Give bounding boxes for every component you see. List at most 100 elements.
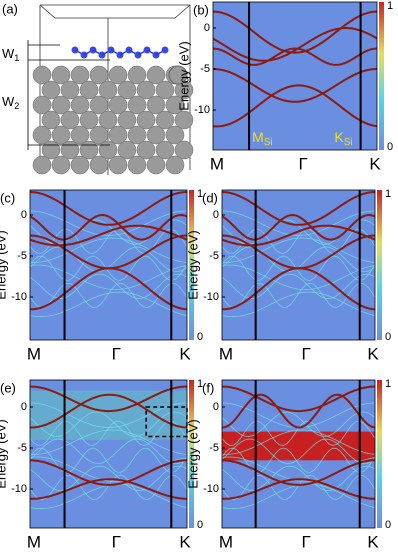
substrate-atom [51, 125, 71, 145]
substrate-atom [41, 110, 61, 130]
band [30, 459, 187, 486]
substrate-atom [51, 155, 71, 175]
minor-band [222, 447, 375, 474]
colorbar-tick: 1 [385, 378, 391, 390]
minor-band [30, 255, 187, 282]
substrate-atom [89, 125, 109, 145]
band [30, 393, 187, 429]
adatom [161, 46, 169, 54]
panel-label: (b) [193, 2, 209, 17]
y-tick-label: 0 [204, 22, 210, 34]
substrate-atom [89, 65, 109, 85]
colorbar-tick: 1 [385, 188, 391, 200]
plot-frame [29, 189, 188, 341]
minor-band [30, 465, 187, 492]
panel-label: (e) [0, 380, 16, 395]
k-label-sub: Si [264, 137, 273, 148]
substrate-atom [98, 80, 118, 100]
k-label-sub: Si [344, 137, 353, 148]
x-label: K [179, 532, 191, 551]
colorbar-tick: 1 [197, 188, 203, 200]
plot-frame [221, 189, 376, 341]
substrate-atom [79, 140, 99, 160]
substrate-atom [89, 95, 109, 115]
substrate-atom [60, 140, 80, 160]
x-label: Γ [301, 344, 310, 363]
substrate-atom [98, 110, 118, 130]
band [30, 213, 187, 241]
x-label: M [27, 532, 41, 551]
plot-background [213, 2, 377, 150]
substrate-atom [136, 80, 156, 100]
band [222, 267, 375, 311]
k-label: MSi [252, 129, 272, 148]
bands [213, 10, 377, 128]
y-tick-label: -5 [209, 250, 219, 262]
minor-band [30, 273, 187, 300]
band [30, 267, 187, 311]
substrate-atom [146, 95, 166, 115]
y-tick-label: 0 [21, 401, 27, 413]
band [213, 47, 377, 66]
substrate-atom [70, 95, 90, 115]
band [213, 68, 377, 103]
substrate-atom [127, 155, 147, 175]
substrate-atom [117, 80, 137, 100]
substrate-atom [174, 110, 194, 130]
band [30, 224, 187, 247]
colorbar [189, 380, 194, 528]
colorbar-tick: 1 [197, 378, 203, 390]
x-label: M [210, 154, 224, 173]
band [213, 27, 377, 62]
substrate-atom [127, 125, 147, 145]
y-tick-label: 0 [213, 209, 219, 221]
y-tick-label: -5 [200, 63, 210, 75]
band [222, 385, 375, 413]
band [213, 84, 377, 128]
colorbar [189, 190, 194, 340]
substrate-atom [60, 110, 80, 130]
plot-frame [212, 1, 378, 151]
y-axis-label: Energy (eV) [185, 230, 200, 299]
bands [222, 191, 375, 318]
minor-band [30, 228, 187, 254]
substrate-atom [174, 140, 194, 160]
x-label: K [179, 344, 191, 363]
substrate-atom [79, 80, 99, 100]
band [222, 191, 375, 226]
substrate-atom [70, 65, 90, 85]
k-label-main: M [252, 129, 264, 145]
x-label: Γ [301, 532, 310, 551]
substrate-atom [136, 140, 156, 160]
w2-label: W2 [2, 94, 19, 111]
w2-label-main: W [2, 94, 15, 109]
colorbar-tick: 1 [387, 0, 393, 12]
x-label: K [367, 532, 379, 551]
x-label: M [219, 532, 233, 551]
y-tick-label: 0 [213, 401, 219, 413]
minor-band [222, 465, 375, 492]
minor-band [222, 273, 375, 300]
w2-label-sub: 2 [14, 101, 19, 111]
minor-band [222, 255, 375, 282]
x-label: Γ [299, 154, 308, 173]
substrate-atom [146, 125, 166, 145]
w1-label-main: W [2, 46, 15, 61]
k-label: KSi [334, 129, 352, 148]
substrate-atom [117, 110, 137, 130]
y-tick-label: -10 [11, 291, 27, 303]
k-label-main: K [334, 129, 344, 145]
colorbar-tick: 0 [385, 331, 391, 343]
y-axis-label: Energy (eV) [0, 419, 8, 488]
minor-band [222, 291, 375, 318]
substrate-atom [51, 65, 71, 85]
y-axis-label: Energy (eV) [185, 419, 200, 488]
substrate-atom [165, 155, 185, 175]
w1-label-sub: 1 [14, 53, 19, 63]
minor-band [222, 411, 375, 437]
x-label: Γ [112, 344, 121, 363]
substrate-atom [32, 125, 52, 145]
panel-label: (d) [202, 190, 218, 205]
panel-label: (c) [0, 190, 15, 205]
